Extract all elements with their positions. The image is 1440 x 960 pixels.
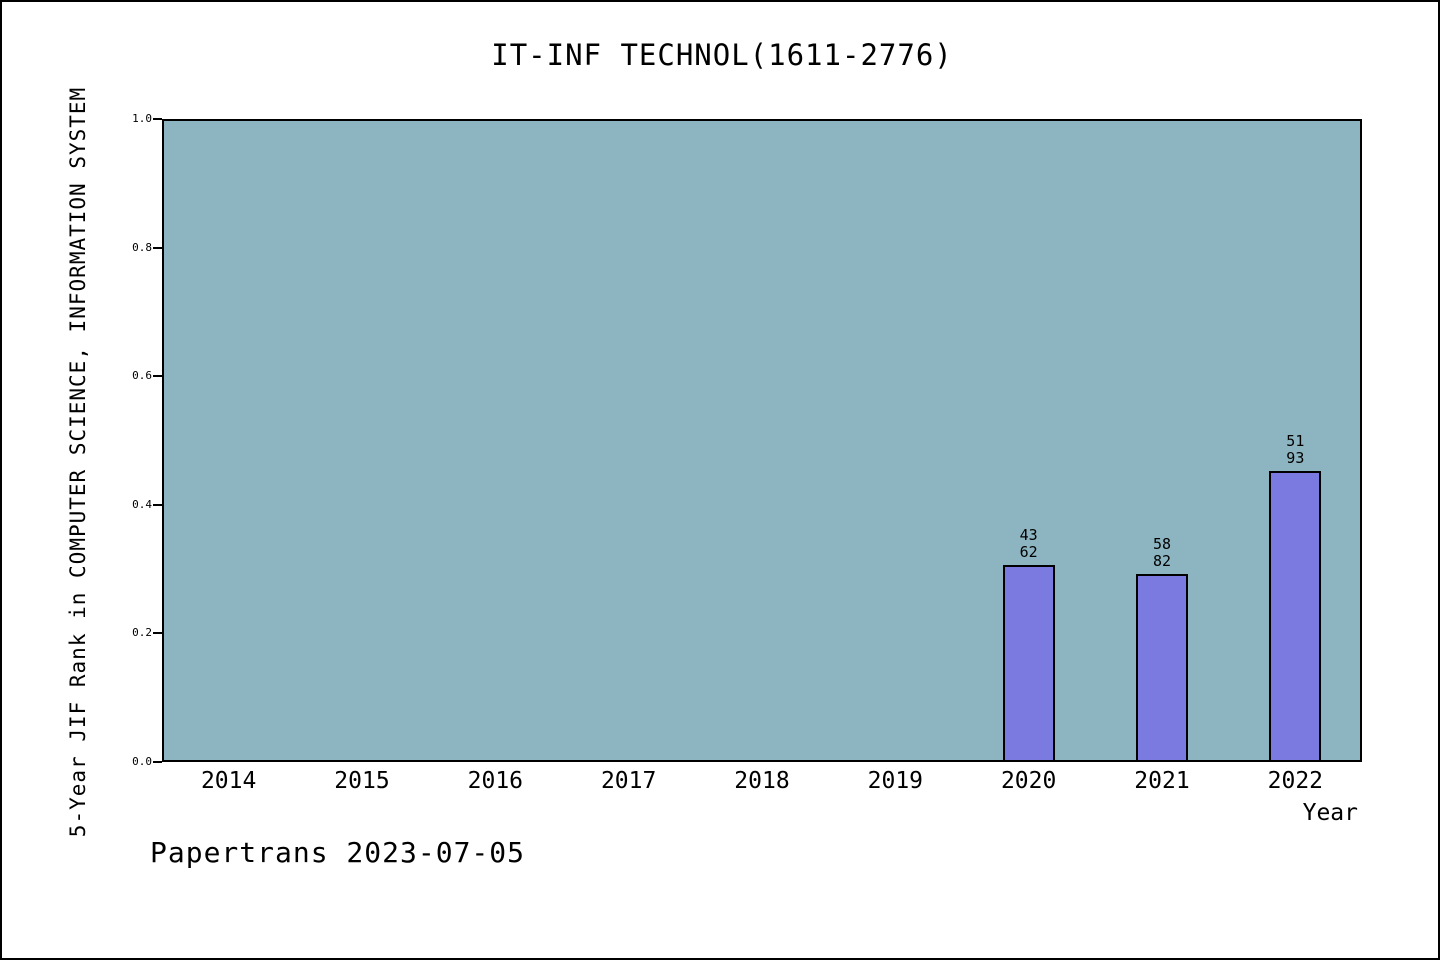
y-tick-mark — [153, 246, 162, 249]
bar-2020 — [1002, 565, 1055, 762]
x-tick-label: 2020 — [1000, 768, 1057, 794]
x-tick-label: 2019 — [867, 768, 924, 794]
bar-value-line: 82 — [1152, 552, 1172, 570]
bar-value-label-2020: 43 62 — [1020, 527, 1038, 561]
y-tick-label: 0.4 — [132, 497, 152, 511]
y-tick-mark — [153, 632, 162, 635]
bar-value-line: 43 — [1019, 526, 1038, 544]
x-tick-label: 2016 — [467, 768, 524, 794]
y-tick-label: 0.2 — [132, 626, 152, 640]
footer-text: Papertrans 2023-07-05 — [150, 836, 526, 869]
bar-value-line: 51 — [1286, 432, 1305, 450]
y-tick-label: 1.0 — [132, 112, 152, 125]
bar-value-label-2021: 58 82 — [1153, 536, 1171, 570]
x-tick-label: 2022 — [1267, 768, 1324, 794]
y-tick-label: 0.0 — [132, 755, 152, 768]
x-tick-label: 2015 — [334, 768, 390, 794]
y-tick-mark — [153, 375, 162, 378]
y-tick-mark — [153, 118, 162, 120]
y-tick-mark — [153, 503, 162, 506]
y-axis-label: 5-Year JIF Rank in COMPUTER SCIENCE, INF… — [66, 86, 90, 838]
bar-value-line: 93 — [1286, 449, 1305, 467]
bar-2021 — [1136, 574, 1188, 762]
bar-2022 — [1269, 471, 1322, 762]
y-tick-mark — [153, 761, 162, 763]
x-tick-label: 2021 — [1134, 768, 1190, 794]
x-tick-label: 2014 — [200, 768, 257, 794]
y-tick-label: 0.6 — [132, 369, 152, 383]
y-tick-label: 0.8 — [132, 240, 152, 254]
bar-value-label-2022: 51 93 — [1286, 433, 1304, 467]
x-tick-label: 2018 — [734, 768, 790, 794]
x-axis-label: Year — [1302, 800, 1358, 826]
chart-title: IT-INF TECHNOL(1611-2776) — [491, 38, 953, 72]
x-tick-label: 2017 — [600, 768, 657, 794]
bar-value-line: 62 — [1019, 543, 1038, 561]
bar-value-line: 58 — [1152, 535, 1172, 553]
